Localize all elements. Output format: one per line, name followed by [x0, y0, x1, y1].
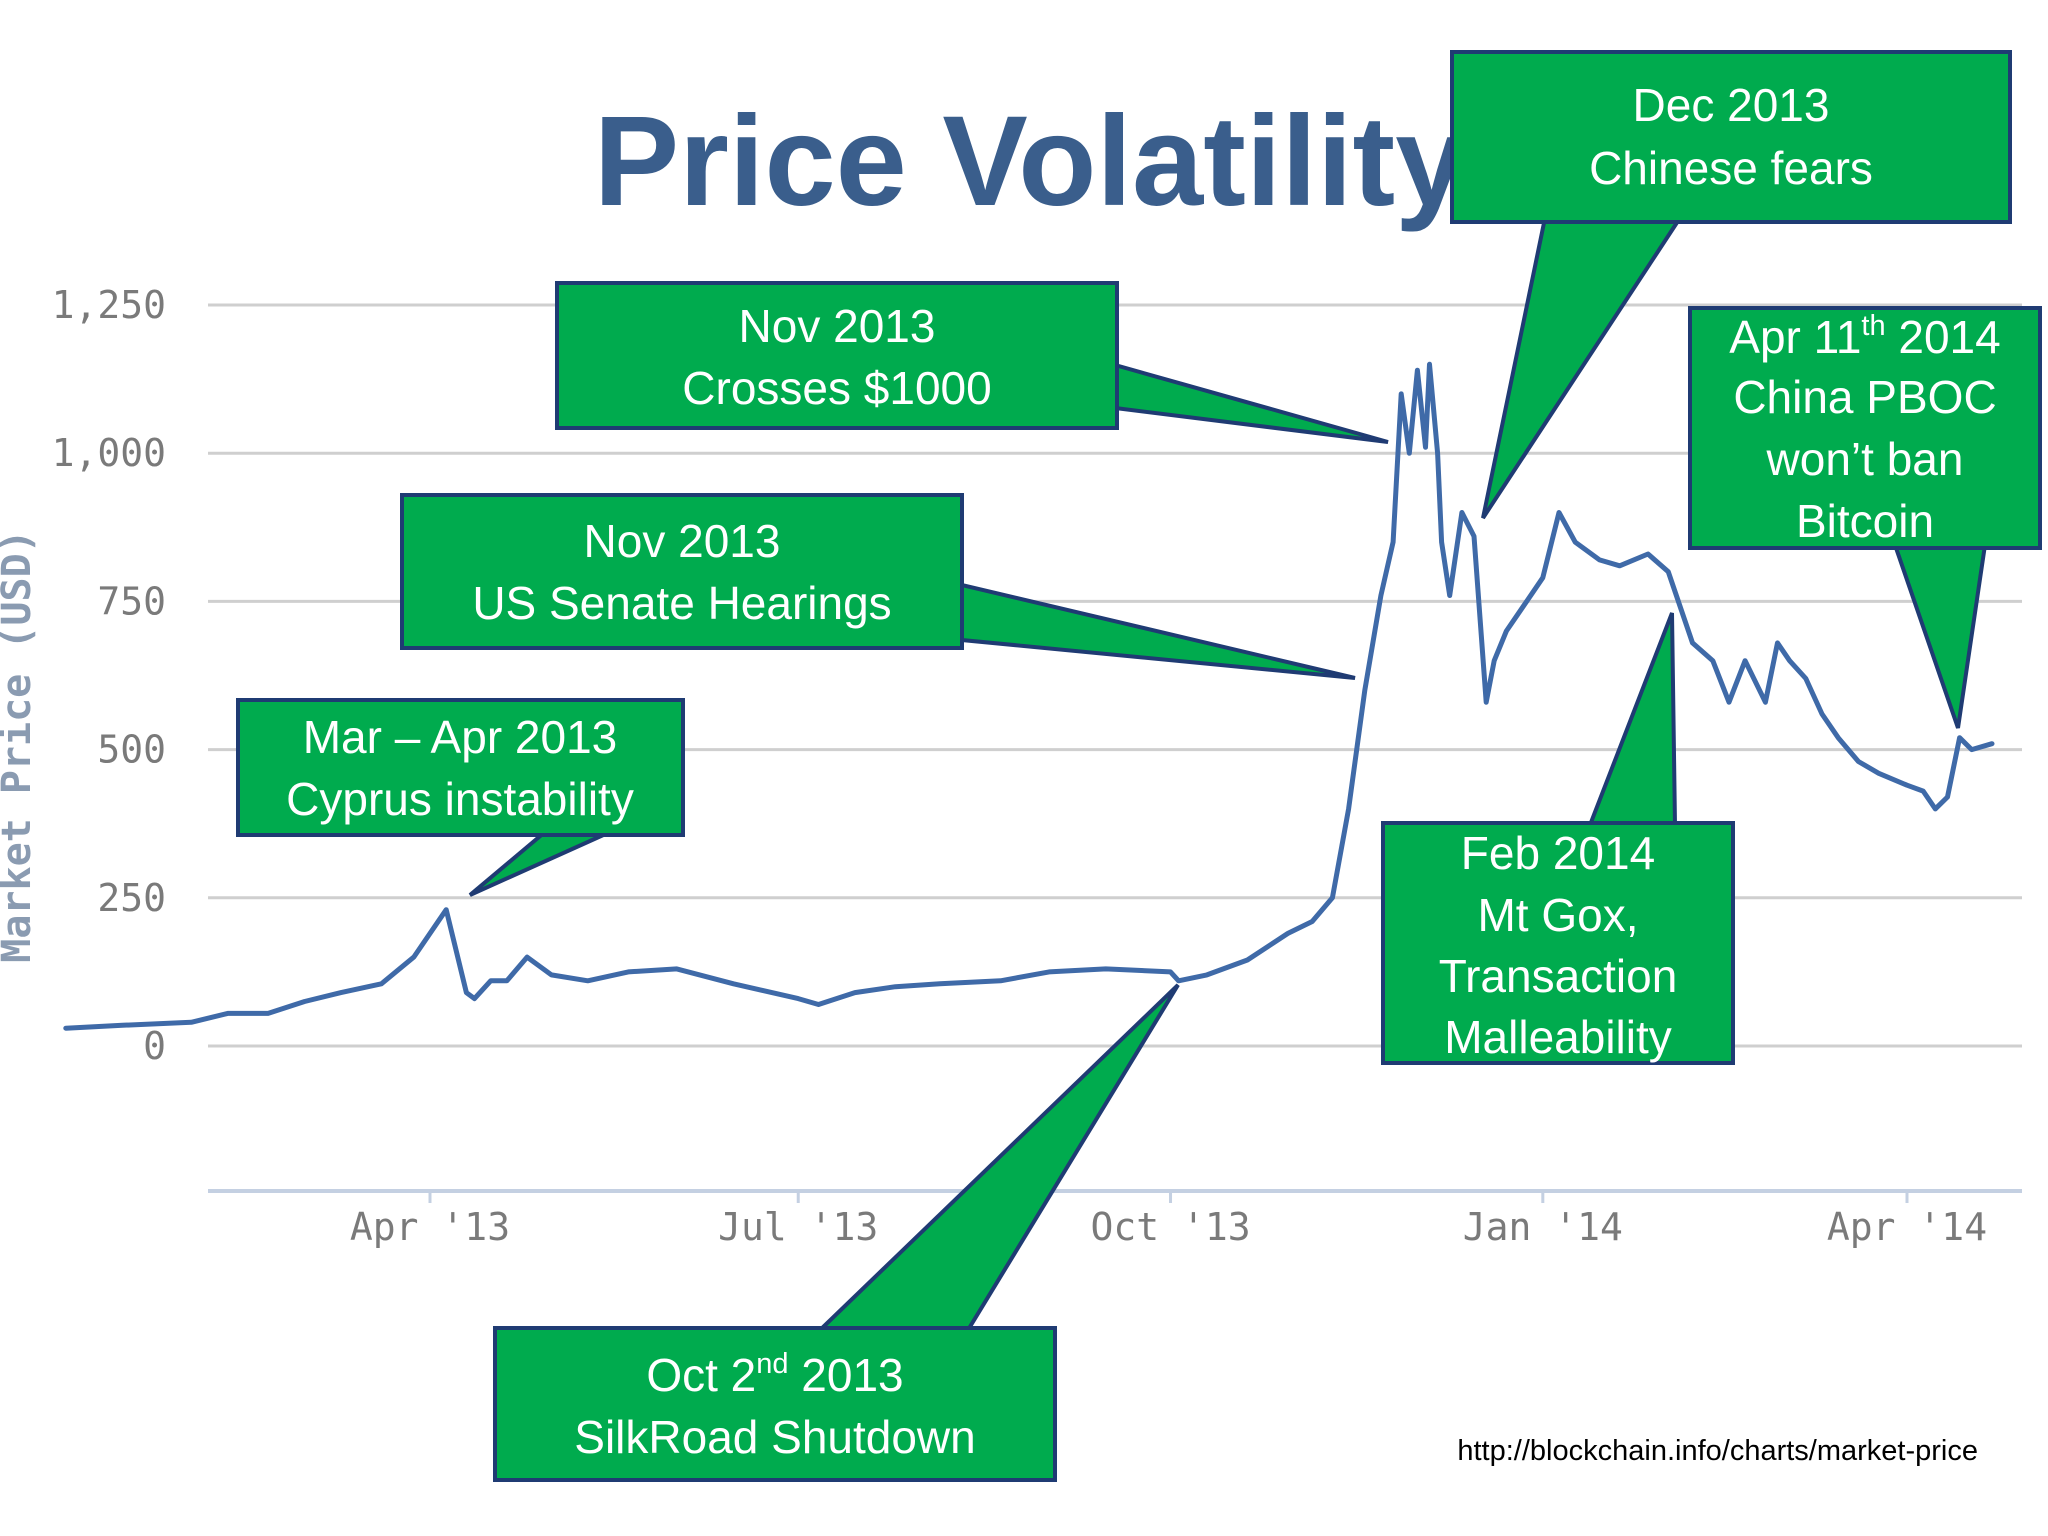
callout-tail [815, 983, 1180, 1332]
callout-line-1: Nov 2013 [584, 515, 781, 567]
callout-cyprus: Mar – Apr 2013 Cyprus instability [236, 698, 685, 897]
y-tick-label: 1,000 [52, 431, 166, 475]
callout-line-2: Cyprus instability [286, 773, 634, 825]
callout-line-2: SilkRoad Shutdown [574, 1411, 975, 1463]
callout-gox: Feb 2014 Mt Gox, Transaction Malleabilit… [1381, 612, 1735, 1065]
callout-text-part: Oct 2 [646, 1349, 756, 1401]
callout-line-2: Mt Gox, [1477, 889, 1638, 941]
source-link[interactable]: http://blockchain.info/charts/market-pri… [1457, 1435, 1978, 1467]
callout-line-4: Malleability [1444, 1011, 1672, 1063]
callout-line-2: Chinese fears [1589, 142, 1873, 194]
callout-line-1: Mar – Apr 2013 [303, 711, 618, 763]
x-tick-label: Jul '13 [718, 1205, 878, 1249]
x-tick-label: Apr '13 [350, 1205, 510, 1249]
callout-text-part: Apr 11 [1729, 311, 1861, 363]
callout-pboc: Apr 11th 2014 China PBOC won’t ban Bitco… [1688, 306, 2042, 729]
callout-line-2: Crosses $1000 [682, 362, 991, 414]
callout-tail [1481, 216, 1684, 520]
y-tick-label: 500 [97, 728, 166, 772]
callout-line-2: China PBOC [1733, 371, 1996, 423]
superscript: th [1861, 310, 1885, 342]
y-tick-labels: 0 250 500 750 1,000 1,250 [52, 283, 166, 1068]
slide-title: Price Volatility [594, 90, 1467, 233]
y-tick-label: 750 [97, 579, 166, 623]
callout-box [555, 281, 1119, 430]
y-tick-label: 1,250 [52, 283, 166, 327]
callout-line-1: Oct 2nd 2013 [646, 1348, 903, 1401]
callout-line-4: Bitcoin [1796, 495, 1934, 547]
callout-chinese: Dec 2013 Chinese fears [1450, 50, 2012, 520]
callout-tail [468, 830, 611, 897]
x-tick-label: Apr '14 [1827, 1205, 1987, 1249]
y-axis-label: Market Price (USD) [0, 529, 40, 962]
callout-line-3: won’t ban [1766, 433, 1964, 485]
callout-text-part: 2013 [789, 1349, 904, 1401]
y-tick-label: 250 [97, 876, 166, 920]
callout-box [1450, 50, 2012, 224]
callout-silkroad: Oct 2nd 2013 SilkRoad Shutdown [493, 983, 1180, 1482]
callout-tail [1587, 612, 1678, 827]
callout-box [1381, 821, 1735, 1065]
callout-crosses: Nov 2013 Crosses $1000 [555, 281, 1389, 444]
callout-tail [1892, 543, 1988, 729]
price-series-line [63, 361, 1995, 1031]
callout-box [400, 493, 964, 650]
callout-senate: Nov 2013 US Senate Hearings [400, 493, 1356, 680]
callout-line-1: Feb 2014 [1461, 827, 1655, 879]
callout-line-2: US Senate Hearings [472, 577, 891, 629]
callout-line-1: Nov 2013 [739, 300, 936, 352]
callout-box [1688, 306, 2042, 550]
callout-line-1: Dec 2013 [1633, 79, 1830, 131]
callout-text-part: 2014 [1886, 311, 2001, 363]
x-tick-label: Oct '13 [1090, 1205, 1250, 1249]
callout-tail [1113, 362, 1389, 444]
x-tick-labels: Apr '13 Jul '13 Oct '13 Jan '14 Apr '14 [350, 1191, 1987, 1249]
callout-box [236, 698, 685, 837]
callout-box [493, 1326, 1057, 1482]
y-tick-label: 0 [143, 1024, 166, 1068]
callout-tail [960, 582, 1356, 680]
callout-line-3: Transaction [1439, 950, 1678, 1002]
callout-line-1: Apr 11th 2014 [1729, 310, 2000, 363]
x-tick-label: Jan '14 [1463, 1205, 1623, 1249]
superscript: nd [756, 1348, 788, 1380]
